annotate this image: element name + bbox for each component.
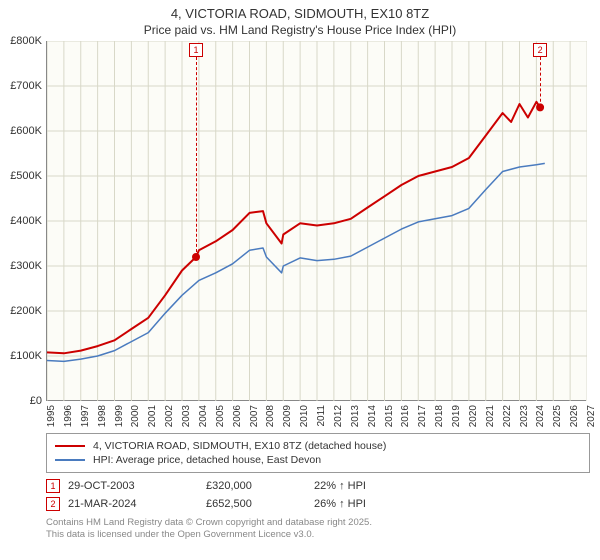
chart-container: 4, VICTORIA ROAD, SIDMOUTH, EX10 8TZ Pri…	[0, 0, 600, 560]
chart-wrapper: £0£100K£200K£300K£400K£500K£600K£700K£80…	[0, 41, 600, 431]
y-tick-label: £800K	[10, 35, 42, 47]
y-tick-label: £200K	[10, 305, 42, 317]
x-tick-label: 2025	[552, 405, 563, 427]
transaction-row: 2 21-MAR-2024 £652,500 26% ↑ HPI	[46, 495, 590, 513]
marker-box: 2	[533, 43, 547, 57]
footer-line2: This data is licensed under the Open Gov…	[46, 529, 590, 541]
transaction-marker: 2	[46, 497, 60, 511]
x-tick-label: 2003	[181, 405, 192, 427]
marker-vline	[540, 57, 541, 107]
x-tick-label: 1995	[46, 405, 57, 427]
transaction-marker: 1	[46, 479, 60, 493]
x-tick-label: 2005	[215, 405, 226, 427]
x-tick-label: 2023	[519, 405, 530, 427]
y-tick-label: £700K	[10, 80, 42, 92]
plot-area: 12	[46, 41, 586, 401]
x-tick-label: 2000	[130, 405, 141, 427]
x-tick-label: 2001	[147, 405, 158, 427]
footer-line1: Contains HM Land Registry data © Crown c…	[46, 517, 590, 529]
x-tick-label: 1996	[63, 405, 74, 427]
chart-svg	[47, 41, 587, 401]
y-tick-label: £300K	[10, 260, 42, 272]
x-tick-label: 2017	[417, 405, 428, 427]
marker-box: 1	[189, 43, 203, 57]
legend-swatch	[55, 445, 85, 447]
chart-title-address: 4, VICTORIA ROAD, SIDMOUTH, EX10 8TZ	[0, 0, 600, 21]
legend-label: HPI: Average price, detached house, East…	[93, 454, 321, 466]
x-tick-label: 2019	[451, 405, 462, 427]
x-tick-label: 2020	[468, 405, 479, 427]
transaction-price: £652,500	[206, 498, 306, 510]
x-tick-label: 2012	[333, 405, 344, 427]
transaction-row: 1 29-OCT-2003 £320,000 22% ↑ HPI	[46, 477, 590, 495]
y-tick-label: £400K	[10, 215, 42, 227]
transaction-hpi: 22% ↑ HPI	[314, 480, 414, 492]
y-axis-labels: £0£100K£200K£300K£400K£500K£600K£700K£80…	[0, 41, 46, 401]
legend-label: 4, VICTORIA ROAD, SIDMOUTH, EX10 8TZ (de…	[93, 440, 386, 452]
footer-attribution: Contains HM Land Registry data © Crown c…	[46, 517, 590, 542]
transaction-date: 29-OCT-2003	[68, 480, 198, 492]
transaction-table: 1 29-OCT-2003 £320,000 22% ↑ HPI 2 21-MAR-202…	[46, 477, 590, 513]
x-tick-label: 2010	[299, 405, 310, 427]
legend-swatch	[55, 459, 85, 461]
x-tick-label: 2007	[249, 405, 260, 427]
y-tick-label: £600K	[10, 125, 42, 137]
x-tick-label: 2021	[485, 405, 496, 427]
chart-subtitle: Price paid vs. HM Land Registry's House …	[0, 21, 600, 41]
x-tick-label: 2015	[384, 405, 395, 427]
x-tick-label: 2002	[164, 405, 175, 427]
transaction-date: 21-MAR-2024	[68, 498, 198, 510]
y-tick-label: £500K	[10, 170, 42, 182]
x-tick-label: 1999	[114, 405, 125, 427]
x-tick-label: 2006	[232, 405, 243, 427]
legend-item: HPI: Average price, detached house, East…	[55, 453, 581, 467]
x-tick-label: 2014	[367, 405, 378, 427]
legend: 4, VICTORIA ROAD, SIDMOUTH, EX10 8TZ (de…	[46, 433, 590, 473]
x-tick-label: 2026	[569, 405, 580, 427]
x-tick-label: 1998	[97, 405, 108, 427]
x-tick-label: 2018	[434, 405, 445, 427]
x-tick-label: 2027	[586, 405, 597, 427]
x-tick-label: 2022	[502, 405, 513, 427]
y-tick-label: £0	[30, 395, 42, 407]
y-tick-label: £100K	[10, 350, 42, 362]
x-tick-label: 2016	[400, 405, 411, 427]
x-tick-label: 2004	[198, 405, 209, 427]
x-tick-label: 2013	[350, 405, 361, 427]
x-axis-labels: 1995 1996 1997 1998 1999 2000 2001 2002 2003 2004…	[46, 401, 586, 431]
x-tick-label: 1997	[80, 405, 91, 427]
marker-vline	[196, 57, 197, 257]
transaction-price: £320,000	[206, 480, 306, 492]
x-tick-label: 2011	[316, 405, 327, 427]
x-tick-label: 2008	[265, 405, 276, 427]
transaction-hpi: 26% ↑ HPI	[314, 498, 414, 510]
x-tick-label: 2009	[282, 405, 293, 427]
legend-item: 4, VICTORIA ROAD, SIDMOUTH, EX10 8TZ (de…	[55, 439, 581, 453]
x-tick-label: 2024	[535, 405, 546, 427]
